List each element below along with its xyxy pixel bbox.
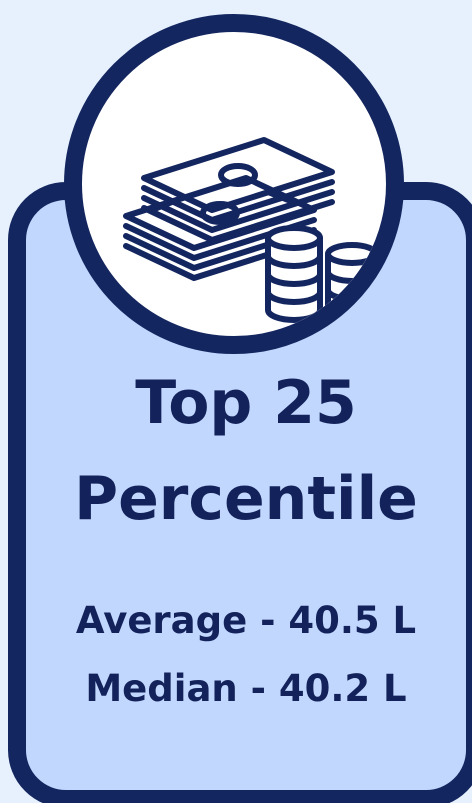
card-title-line-1: Top 25 bbox=[135, 368, 357, 438]
average-value: Average - 40.5 L bbox=[75, 599, 417, 642]
card-title-line-2: Percentile bbox=[74, 464, 418, 534]
money-stack-coins-icon bbox=[123, 137, 379, 324]
median-value: Median - 40.2 L bbox=[85, 667, 407, 710]
icon-badge bbox=[64, 14, 404, 354]
